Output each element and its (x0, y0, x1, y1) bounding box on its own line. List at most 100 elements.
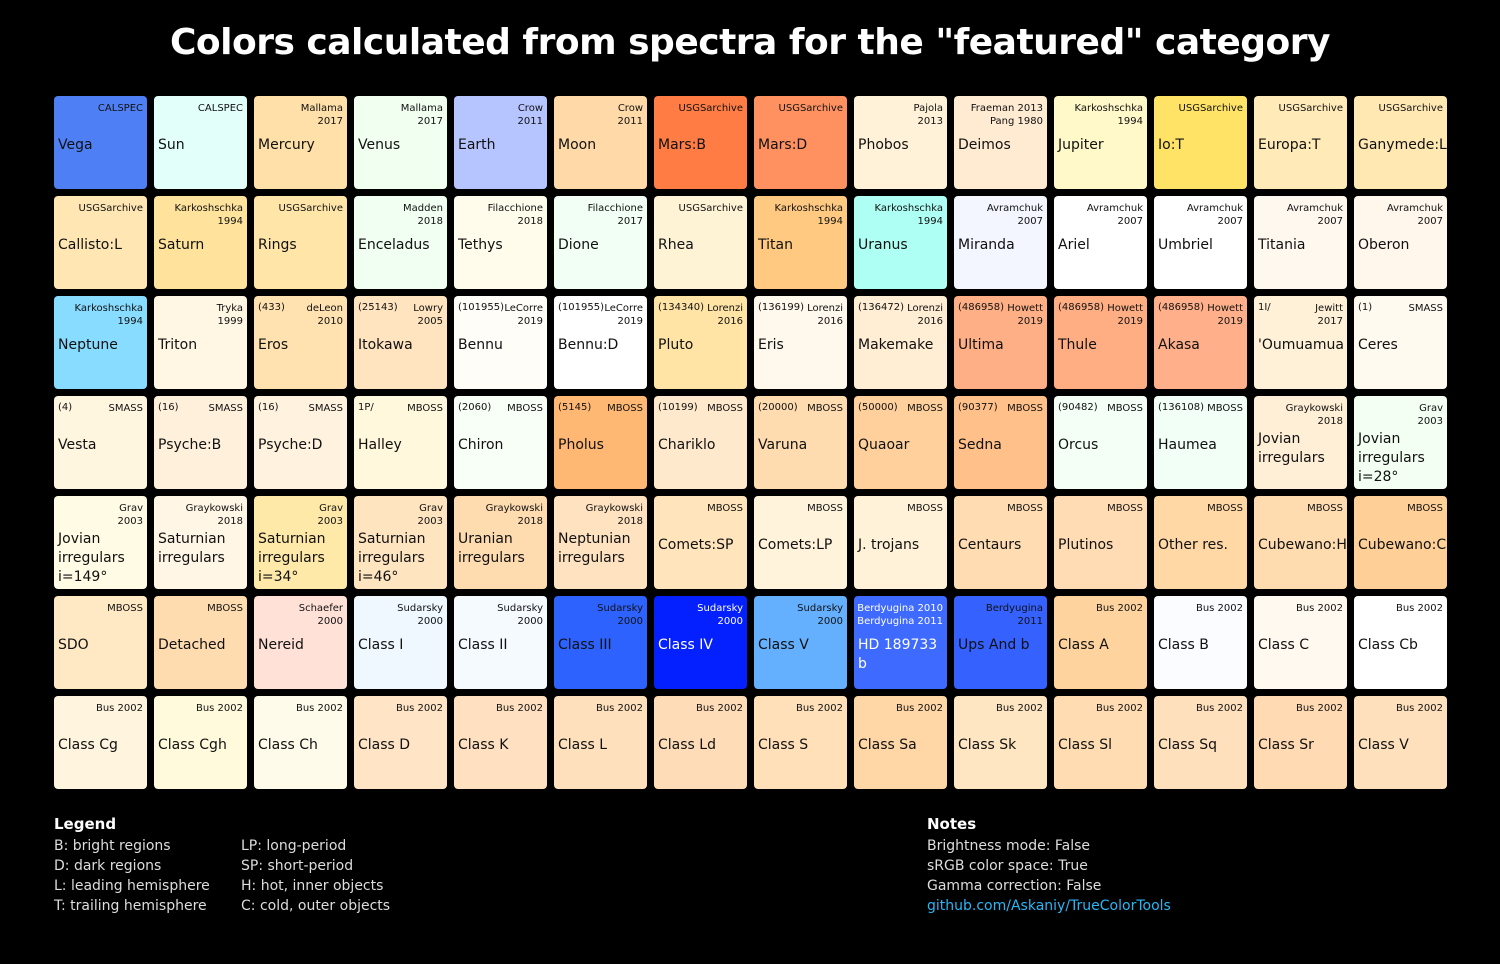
color-swatch: USGSarchive Ganymede:L (1354, 96, 1447, 189)
source-label: MBOSS (607, 403, 643, 414)
color-swatch: MBOSS Detached (154, 596, 247, 689)
object-number: (90377) (958, 402, 998, 413)
color-swatch: (486958) Howett 2019 Thule (1054, 296, 1147, 389)
source-label: Bus 2002 (895, 703, 943, 714)
source-label: Sudarsky 2000 (697, 603, 743, 627)
source-label: Fraeman 2013 Pang 1980 (970, 103, 1043, 127)
object-name: Neptune (58, 337, 118, 353)
color-swatch: Avramchuk 2007 Ariel (1054, 196, 1147, 289)
color-swatch: USGSarchive Rings (254, 196, 347, 289)
object-name: Jovian irregulars i=149° (58, 531, 125, 585)
source-label: MBOSS (1207, 503, 1243, 514)
source-label: Karkoshschka 1994 (774, 203, 843, 227)
chart-title: Colors calculated from spectra for the "… (169, 22, 1331, 63)
color-swatch: Bus 2002 Class D (354, 696, 447, 789)
object-name: Neptunian irregulars (558, 531, 631, 566)
color-swatch: Bus 2002 Class V (1354, 696, 1447, 789)
color-swatch: Pajola 2013 Phobos (854, 96, 947, 189)
color-swatch: (25143) Lowry 2005 Itokawa (354, 296, 447, 389)
color-swatch: Sudarsky 2000 Class IV (654, 596, 747, 689)
color-swatch: Sudarsky 2000 Class II (454, 596, 547, 689)
color-swatch: Bus 2002 Class L (554, 696, 647, 789)
source-label: USGSarchive (678, 203, 743, 214)
color-swatch: Mallama 2017 Venus (354, 96, 447, 189)
color-swatch: MBOSS Centaurs (954, 496, 1047, 589)
object-name: J. trojans (858, 537, 920, 553)
object-number: (433) (258, 302, 285, 313)
source-label: Bus 2002 (295, 703, 343, 714)
source-label: MBOSS (1307, 503, 1343, 514)
source-label: deLeon 2010 (306, 303, 343, 327)
source-label: Avramchuk 2007 (1086, 203, 1143, 227)
source-label: Bus 2002 (95, 703, 143, 714)
color-swatch: (16) SMASS Psyche:B (154, 396, 247, 489)
object-name: Akasa (1158, 337, 1200, 353)
object-name: Vega (58, 137, 93, 153)
object-name: Callisto:L (58, 237, 122, 253)
color-swatch: MBOSS Comets:SP (654, 496, 747, 589)
color-swatch: 1I/Jewitt 2017 'Oumuamua (1254, 296, 1347, 389)
object-name: Class Ld (658, 737, 716, 753)
object-name: Saturnian irregulars i=46° (358, 531, 426, 585)
object-name: Titan (758, 237, 793, 253)
source-label: MBOSS (807, 503, 843, 514)
source-label: Bus 2002 (595, 703, 643, 714)
object-name: Eros (258, 337, 289, 353)
source-label: Bus 2002 (995, 703, 1043, 714)
object-number: (90482) (1058, 402, 1098, 413)
object-name: Class Sk (958, 737, 1017, 753)
object-name: Tethys (458, 237, 503, 253)
source-label: Lorenzi 2016 (907, 303, 943, 327)
object-name: Class Sa (858, 737, 917, 753)
object-name: Orcus (1058, 437, 1099, 453)
color-swatch: Bus 2002 Class Cg (54, 696, 147, 789)
object-name: Earth (458, 137, 496, 153)
color-swatch: (16) SMASS Psyche:D (254, 396, 347, 489)
source-label: Grav 2003 (317, 503, 343, 527)
object-name: Pholus (558, 437, 604, 453)
source-label: Grav 2003 (117, 503, 143, 527)
repo-link[interactable]: github.com/Askaniy/TrueColorTools (927, 898, 1171, 914)
object-name: Class Sl (1058, 737, 1113, 753)
color-swatch: 1P/MBOSS Halley (354, 396, 447, 489)
object-name: Mars:B (658, 137, 707, 153)
source-label: USGSarchive (1178, 103, 1243, 114)
color-swatch: USGSarchive Rhea (654, 196, 747, 289)
object-number: (134340) (658, 302, 704, 313)
object-number: (486958) (1058, 302, 1104, 313)
source-label: MBOSS (107, 603, 143, 614)
source-label: Lorenzi 2016 (807, 303, 843, 327)
object-name: Comets:SP (658, 537, 734, 553)
source-label: Bus 2002 (1395, 703, 1443, 714)
color-swatch: Bus 2002 Class Sk (954, 696, 1047, 789)
source-label: Bus 2002 (1295, 603, 1343, 614)
legend: Legend B: bright regions D: dark regions… (54, 814, 210, 916)
source-label: Bus 2002 (1395, 603, 1443, 614)
source-label: Sudarsky 2000 (497, 603, 543, 627)
color-grid: CALSPEC Vega CALSPEC Sun Mallama 2017 Mercury M… (54, 96, 1448, 790)
source-label: Bus 2002 (395, 703, 443, 714)
object-name: Class Cg (58, 737, 118, 753)
source-label: USGSarchive (1378, 103, 1443, 114)
source-label: Mallama 2017 (300, 103, 343, 127)
object-number: (136472) (858, 302, 904, 313)
source-label: MBOSS (1207, 403, 1243, 414)
source-label: Howett 2019 (1107, 303, 1143, 327)
object-name: Class Cgh (158, 737, 227, 753)
color-swatch: Grav 2003 Saturnian irregulars i=46° (354, 496, 447, 589)
color-swatch: Karkoshschka 1994 Uranus (854, 196, 947, 289)
object-name: SDO (58, 637, 89, 653)
object-name: Io:T (1158, 137, 1184, 153)
color-swatch: Fraeman 2013 Pang 1980 Deimos (954, 96, 1047, 189)
object-number: (20000) (758, 402, 798, 413)
source-label: Madden 2018 (403, 203, 443, 227)
object-name: Class B (1158, 637, 1209, 653)
color-swatch: USGSarchive Io:T (1154, 96, 1247, 189)
source-label: Karkoshschka 1994 (874, 203, 943, 227)
color-swatch: Bus 2002 Class Ch (254, 696, 347, 789)
object-name: Eris (758, 337, 784, 353)
source-label: MBOSS (1107, 403, 1143, 414)
color-swatch: (136108) MBOSS Haumea (1154, 396, 1247, 489)
color-swatch: MBOSS J. trojans (854, 496, 947, 589)
object-name: Makemake (858, 337, 934, 353)
